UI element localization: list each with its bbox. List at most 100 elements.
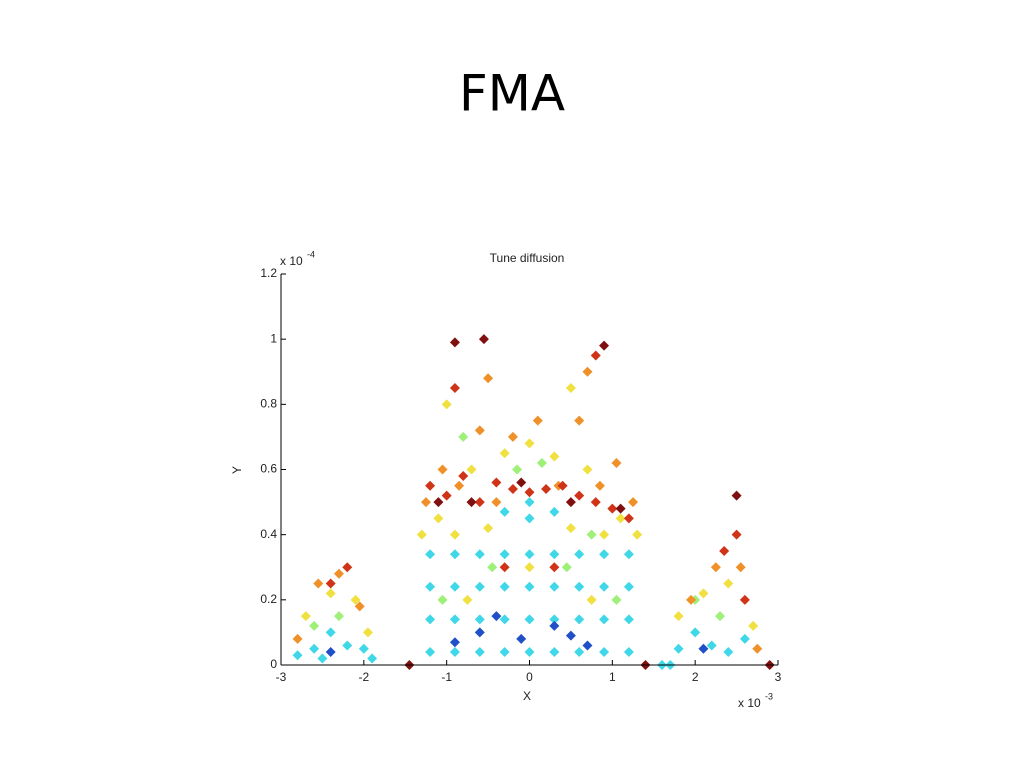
point: [350, 594, 361, 605]
point: [574, 549, 585, 560]
slide-title: FMA: [459, 65, 565, 123]
point: [507, 431, 518, 442]
point: [723, 646, 734, 657]
point: [462, 594, 473, 605]
point: [499, 448, 510, 459]
point: [449, 637, 460, 648]
point: [524, 646, 535, 657]
chart: Tune diffusion X Y x 10 -3 x 10 -4 0 0.2 0…: [230, 249, 781, 710]
point: [474, 581, 485, 592]
point: [516, 477, 527, 488]
point: [715, 611, 726, 622]
point: [524, 497, 535, 508]
y-tick-label: 0.6: [260, 462, 277, 476]
data-points: [292, 334, 775, 670]
point: [454, 480, 465, 491]
point: [491, 611, 502, 622]
point: [599, 340, 610, 351]
point: [499, 646, 510, 657]
point: [574, 581, 585, 592]
point: [549, 620, 560, 631]
point: [325, 578, 336, 589]
point: [549, 506, 560, 517]
point: [623, 549, 634, 560]
point: [516, 633, 527, 644]
point: [300, 611, 311, 622]
x-scale-exponent: -3: [765, 691, 773, 701]
point: [623, 646, 634, 657]
point: [458, 471, 469, 482]
point: [420, 497, 431, 508]
point: [499, 614, 510, 625]
point: [449, 646, 460, 657]
point: [333, 611, 344, 622]
point: [607, 503, 618, 514]
point: [437, 594, 448, 605]
x-tick-label: 3: [775, 670, 782, 684]
point: [342, 640, 353, 651]
point: [507, 484, 518, 495]
point: [623, 614, 634, 625]
point: [723, 578, 734, 589]
point: [752, 643, 763, 654]
y-scale-base: x 10: [280, 254, 303, 268]
point: [549, 646, 560, 657]
point: [449, 549, 460, 560]
point: [362, 627, 373, 638]
point: [449, 614, 460, 625]
point: [615, 503, 626, 514]
point: [354, 601, 365, 612]
point: [416, 529, 427, 540]
point: [313, 578, 324, 589]
point: [541, 484, 552, 495]
point: [549, 562, 560, 573]
point: [491, 497, 502, 508]
point: [565, 383, 576, 394]
point: [586, 529, 597, 540]
point: [425, 581, 436, 592]
point: [433, 513, 444, 524]
point: [611, 457, 622, 468]
point: [710, 562, 721, 573]
point: [524, 562, 535, 573]
point: [599, 549, 610, 560]
point: [599, 529, 610, 540]
point: [499, 562, 510, 573]
x-axis-label: X: [523, 689, 531, 703]
point: [586, 594, 597, 605]
point: [574, 614, 585, 625]
point: [698, 643, 709, 654]
point: [437, 464, 448, 475]
point: [731, 490, 742, 501]
point: [499, 506, 510, 517]
point: [706, 640, 717, 651]
x-tick-label: -1: [441, 670, 452, 684]
point: [574, 646, 585, 657]
point: [557, 480, 568, 491]
point: [449, 383, 460, 394]
point: [474, 425, 485, 436]
point: [524, 549, 535, 560]
x-tick-label: -2: [358, 670, 369, 684]
point: [292, 633, 303, 644]
chart-title: Tune diffusion: [490, 251, 565, 265]
point: [499, 581, 510, 592]
point: [491, 477, 502, 488]
point: [449, 529, 460, 540]
point: [425, 646, 436, 657]
y-scale-exponent: -4: [307, 249, 315, 259]
y-tick-label: 0.2: [260, 592, 277, 606]
point: [524, 513, 535, 524]
point: [474, 614, 485, 625]
point: [623, 581, 634, 592]
point: [731, 529, 742, 540]
point: [524, 581, 535, 592]
y-tick-label: 0.8: [260, 397, 277, 411]
point: [512, 464, 523, 475]
point: [594, 480, 605, 491]
point: [474, 497, 485, 508]
y-tick-label: 1.2: [260, 266, 277, 280]
point: [309, 620, 320, 631]
point: [317, 653, 328, 664]
point: [524, 487, 535, 498]
